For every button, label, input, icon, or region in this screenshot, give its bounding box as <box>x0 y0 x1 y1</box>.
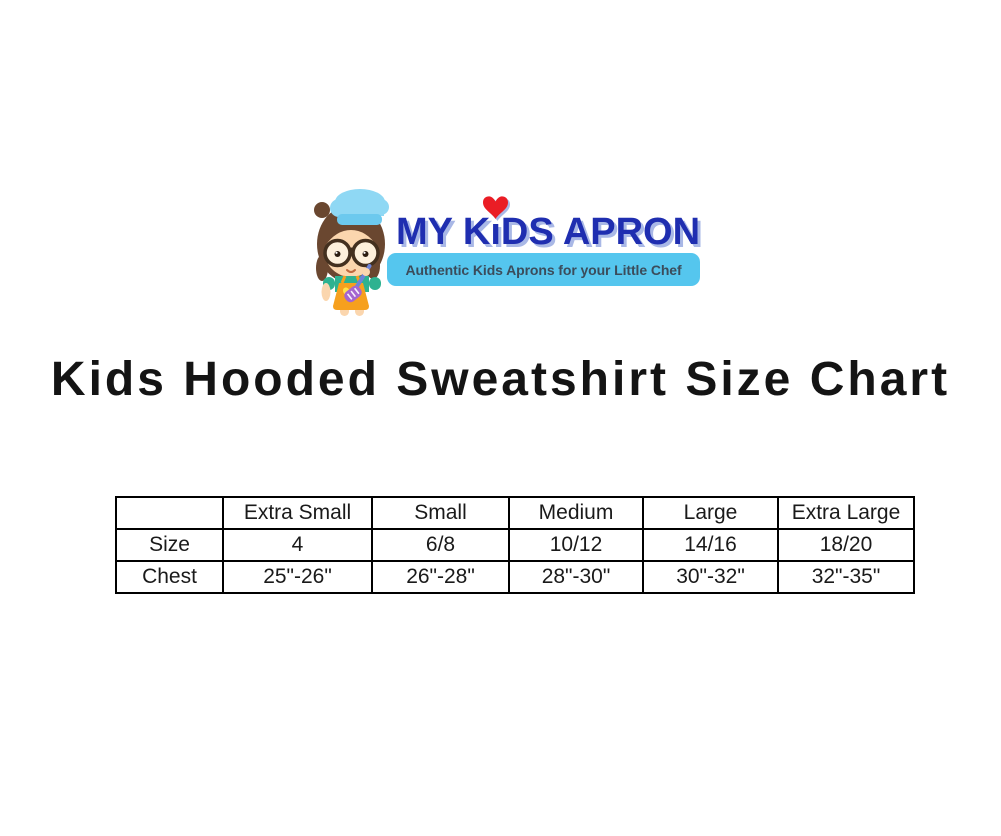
bangs <box>325 222 377 246</box>
header-row: Extra Small Small Medium Large Extra Lar… <box>115 496 915 530</box>
column-header: Medium <box>508 496 644 530</box>
table-cell: 28"-30" <box>508 560 644 594</box>
table-cell: 18/20 <box>777 528 915 562</box>
girl-chef-mascot-illustration <box>314 189 389 316</box>
table-cell: 25"-26" <box>222 560 373 594</box>
hair-lock-left <box>316 255 328 281</box>
column-header: Small <box>371 496 510 530</box>
left-arm <box>321 283 331 301</box>
table-cell: 26"-28" <box>371 560 510 594</box>
page-title: Kids Hooded Sweatshirt Size Chart <box>50 353 951 406</box>
chef-hat-icon <box>330 189 389 225</box>
corner-cell <box>115 496 224 530</box>
row-label: Chest <box>115 560 224 594</box>
wordmark-i: ı <box>483 196 509 252</box>
table-row-chest: Chest 25"-26" 26"-28" 28"-30" 30"-32" 32… <box>115 560 915 594</box>
mouth <box>346 269 356 273</box>
table-cell: 32"-35" <box>777 560 915 594</box>
wordmark-post: DS APRON <box>500 211 701 253</box>
wordmark-pre: MY K <box>396 211 491 253</box>
table-row-size: Size 4 6/8 10/12 14/16 18/20 <box>115 528 915 562</box>
table-cell: 4 <box>222 528 373 562</box>
glasses-icon <box>323 238 380 268</box>
column-header: Large <box>642 496 779 530</box>
table-cell: 30"-32" <box>642 560 779 594</box>
table-cell: 10/12 <box>508 528 644 562</box>
table-cell: 14/16 <box>642 528 779 562</box>
column-header: Extra Small <box>222 496 373 530</box>
table-cell: 6/8 <box>371 528 510 562</box>
column-header: Extra Large <box>777 496 915 530</box>
tagline-text: Authentic Kids Aprons for your Little Ch… <box>405 261 682 278</box>
right-hand <box>362 268 370 276</box>
size-chart-table: Extra Small Small Medium Large Extra Lar… <box>115 496 915 594</box>
heart-icon <box>483 196 509 219</box>
row-label: Size <box>115 528 224 562</box>
tagline-badge: Authentic Kids Aprons for your Little Ch… <box>387 253 700 286</box>
